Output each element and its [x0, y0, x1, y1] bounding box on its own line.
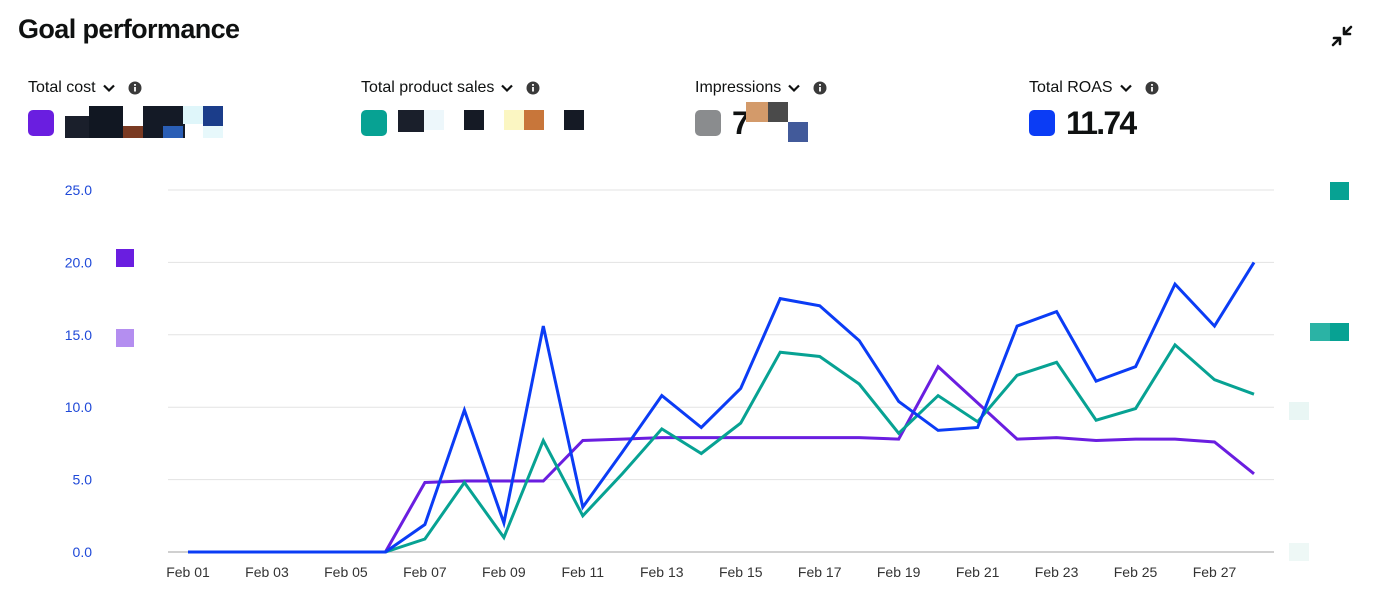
x-tick-label: Feb 03: [245, 564, 289, 580]
axis-marker: [1330, 323, 1349, 341]
metric-label: Total product sales: [361, 79, 495, 96]
info-icon[interactable]: [1145, 81, 1159, 95]
metric-total-cost: Total cost: [28, 78, 265, 138]
x-tick-label: Feb 25: [1114, 564, 1158, 580]
y-tick-label: 5.0: [73, 472, 93, 488]
color-swatch[interactable]: [1029, 110, 1055, 136]
metric-value: 11.74: [1066, 105, 1137, 141]
metric-total-product-sales: Total product sales: [361, 78, 598, 138]
gridlines: [168, 189, 1274, 553]
x-tick-label: Feb 27: [1193, 564, 1237, 580]
axis-marker: [1289, 402, 1309, 420]
color-swatch[interactable]: [28, 110, 54, 136]
chevron-down-icon[interactable]: [500, 81, 514, 95]
y-axis: 0.0 5.0 10.0 15.0 20.0 25.0: [65, 182, 92, 560]
chevron-down-icon[interactable]: [787, 81, 801, 95]
axis-marker: [1330, 182, 1349, 200]
axis-marker: [1289, 543, 1309, 561]
x-tick-label: Feb 07: [403, 564, 447, 580]
metric-label: Impressions: [695, 79, 782, 96]
chevron-down-icon[interactable]: [1119, 81, 1133, 95]
metric-label: Total cost: [28, 79, 96, 96]
axis-marker: [116, 249, 134, 267]
x-axis: Feb 01 Feb 03 Feb 05 Feb 07 Feb 09 Feb 11 Feb …: [166, 564, 1236, 580]
color-swatch[interactable]: [695, 110, 721, 136]
collapse-icon[interactable]: [1330, 24, 1354, 48]
y-tick-label: 15.0: [65, 327, 92, 343]
line-chart: 0.05.010.015.020.025.0 Feb 01 Feb 03 Feb 0…: [65, 182, 1349, 580]
x-tick-label: Feb 09: [482, 564, 526, 580]
metric-impressions: Impressions 7: [695, 78, 886, 142]
x-tick-label: Feb 11: [562, 564, 605, 580]
x-tick-label: Feb 01: [166, 564, 210, 580]
y-tick-label: 25.0: [65, 182, 92, 198]
series-line-0: [188, 364, 1255, 554]
y-tick-label: 0.0: [73, 544, 93, 560]
color-swatch[interactable]: [361, 110, 387, 136]
axis-marker: [116, 329, 134, 347]
info-icon[interactable]: [813, 81, 827, 95]
y-tick-label: 20.0: [65, 254, 92, 270]
x-tick-label: Feb 17: [798, 564, 842, 580]
x-tick-label: Feb 21: [956, 564, 1000, 580]
series-line-2: [188, 261, 1256, 554]
series-group: [188, 261, 1256, 554]
x-tick-label: Feb 19: [877, 564, 921, 580]
x-tick-label: Feb 23: [1035, 564, 1079, 580]
redacted-value: [65, 106, 265, 138]
axis-marker: [1310, 323, 1330, 341]
info-icon[interactable]: [526, 81, 540, 95]
metric-value: 7: [732, 105, 750, 141]
info-icon[interactable]: [128, 81, 142, 95]
redacted-value: [398, 108, 598, 138]
chevron-down-icon[interactable]: [102, 81, 116, 95]
page-title: Goal performance: [18, 14, 240, 44]
x-tick-label: Feb 13: [640, 564, 684, 580]
y-tick-label: 10.0: [65, 399, 92, 415]
x-tick-label: Feb 05: [324, 564, 368, 580]
metric-label: Total ROAS: [1029, 79, 1113, 96]
metric-total-roas: Total ROAS 11.74: [1029, 78, 1159, 141]
x-tick-label: Feb 15: [719, 564, 763, 580]
redacted-value: [746, 102, 886, 142]
